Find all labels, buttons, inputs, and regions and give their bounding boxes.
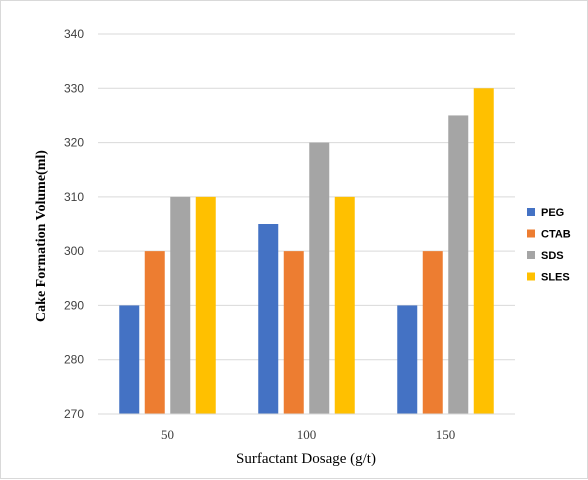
legend: PEG CTAB SDS SLES xyxy=(527,207,571,284)
y-tick-label: 280 xyxy=(64,353,84,367)
bar-peg-100 xyxy=(258,224,279,414)
bar-peg-150 xyxy=(397,305,418,414)
legend-swatch-sles xyxy=(527,272,535,281)
bar-sles-150 xyxy=(473,88,494,415)
gridlines xyxy=(98,33,515,361)
bar-ctab-100 xyxy=(283,251,304,414)
legend-swatch-ctab xyxy=(527,229,535,238)
legend-swatch-peg xyxy=(527,208,535,216)
legend-label-peg: PEG xyxy=(541,207,564,219)
bar-ctab-50 xyxy=(144,251,165,414)
y-tick-labels: 270 280 290 300 310 320 330 340 xyxy=(64,27,84,421)
y-tick-label: 340 xyxy=(64,27,84,41)
legend-label-sds: SDS xyxy=(541,250,564,262)
x-axis-title: Surfactant Dosage (g/t) xyxy=(236,451,376,467)
legend-swatch-sds xyxy=(527,251,535,259)
bar-peg-50 xyxy=(119,305,140,414)
bar-sles-50 xyxy=(195,196,216,414)
bar-sds-50 xyxy=(170,196,191,414)
y-tick-label: 300 xyxy=(64,244,84,258)
bar-sles-100 xyxy=(334,196,355,414)
x-tick-label: 150 xyxy=(436,427,456,442)
x-tick-label: 50 xyxy=(161,427,174,442)
legend-label-ctab: CTAB xyxy=(541,229,571,241)
y-tick-label: 290 xyxy=(64,298,84,312)
y-axis-title: Cake Formation Volume(ml) xyxy=(34,150,49,322)
bar-sds-150 xyxy=(448,115,469,414)
bar-sds-100 xyxy=(309,142,330,415)
y-tick-label: 310 xyxy=(64,190,84,204)
y-tick-label: 270 xyxy=(64,407,84,421)
y-tick-label: 330 xyxy=(64,81,84,95)
x-tick-labels: 50 100 150 xyxy=(161,427,455,442)
x-tick-label: 100 xyxy=(297,427,317,442)
bars xyxy=(119,88,494,415)
y-tick-label: 320 xyxy=(64,136,84,150)
legend-label-sles: SLES xyxy=(541,272,570,284)
bar-ctab-150 xyxy=(422,251,443,414)
